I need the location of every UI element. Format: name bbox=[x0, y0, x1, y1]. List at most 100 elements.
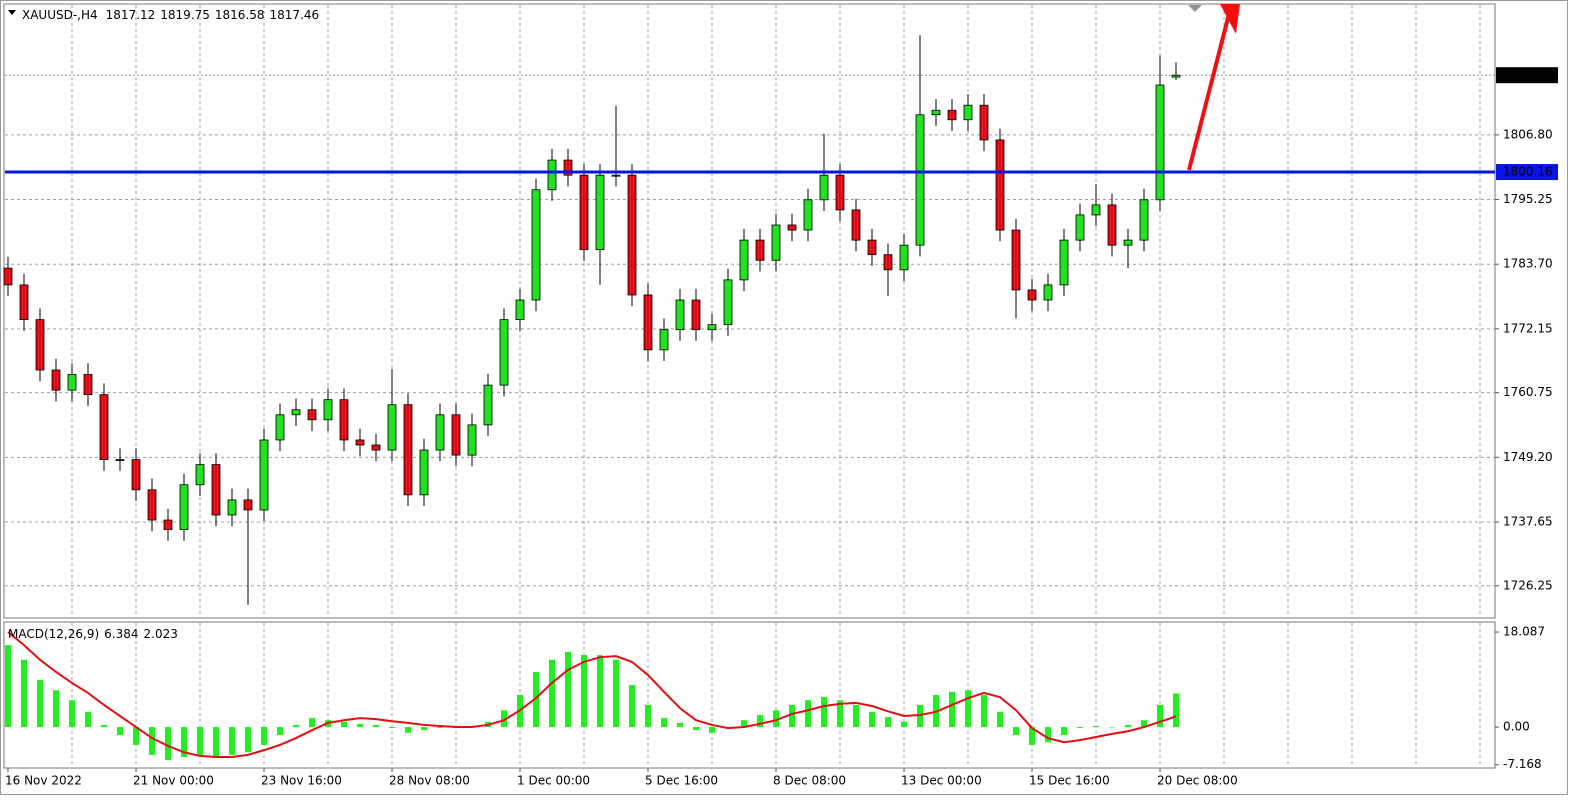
candle-body bbox=[915, 114, 925, 246]
candle-body bbox=[995, 139, 1005, 231]
y-tick-label: 1795.25 bbox=[1503, 192, 1553, 206]
macd-bar bbox=[1077, 727, 1083, 729]
candle-body bbox=[115, 459, 125, 461]
macd-bar bbox=[85, 711, 91, 728]
candle-body bbox=[211, 464, 221, 516]
macd-bar bbox=[677, 722, 683, 728]
candle-body bbox=[835, 174, 845, 211]
macd-bar bbox=[421, 727, 427, 731]
signal-value: 2.023 bbox=[144, 627, 178, 641]
shift-marker bbox=[1188, 5, 1202, 12]
y-tick-label: 1737.65 bbox=[1503, 514, 1553, 528]
candle-body bbox=[83, 374, 93, 396]
candle-body bbox=[643, 294, 653, 351]
x-tick-label: 1 Dec 00:00 bbox=[517, 774, 590, 788]
high: 1819.75 bbox=[160, 8, 210, 22]
candle-body bbox=[1139, 199, 1149, 241]
candle-body bbox=[787, 224, 797, 231]
candle-body bbox=[435, 414, 445, 451]
open: 1817.12 bbox=[106, 8, 156, 22]
macd-bar bbox=[357, 723, 363, 728]
close: 1817.46 bbox=[270, 8, 320, 22]
macd-bar bbox=[373, 724, 379, 728]
candle-body bbox=[611, 174, 621, 177]
candle-body bbox=[979, 104, 989, 141]
header: XAUUSD-,H4 1817.12 1819.75 1816.58 1817.46 bbox=[22, 8, 319, 22]
macd-bar bbox=[1157, 704, 1163, 728]
x-tick-label: 28 Nov 08:00 bbox=[389, 774, 470, 788]
macd-bar bbox=[1013, 727, 1019, 735]
y-tick-label: 1772.15 bbox=[1503, 321, 1553, 335]
level-label: 1800.16 bbox=[1503, 165, 1553, 179]
candle-body bbox=[483, 384, 493, 426]
macd-bar bbox=[277, 727, 283, 735]
x-tick-label: 23 Nov 16:00 bbox=[261, 774, 342, 788]
candle-body bbox=[3, 267, 13, 286]
macd-title: MACD(12,26,9) bbox=[8, 627, 99, 641]
macd-bar bbox=[645, 704, 651, 728]
macd-bar bbox=[437, 727, 443, 729]
x-tick-label: 15 Dec 16:00 bbox=[1029, 774, 1110, 788]
macd-bar bbox=[661, 718, 667, 728]
macd-bar bbox=[757, 714, 763, 728]
x-tick-label: 13 Dec 00:00 bbox=[901, 774, 982, 788]
macd-bar bbox=[1141, 720, 1147, 728]
y-tick-label: 1806.80 bbox=[1503, 127, 1553, 141]
macd-bar bbox=[773, 710, 779, 728]
macd-bar bbox=[869, 711, 875, 728]
candle-body bbox=[1107, 204, 1117, 246]
macd-bar bbox=[293, 724, 299, 728]
macd-bar bbox=[101, 724, 107, 728]
candle-body bbox=[1091, 204, 1101, 216]
price-panel bbox=[3, 3, 1496, 619]
candle-body bbox=[547, 159, 557, 191]
candle-body bbox=[675, 299, 685, 331]
y-tick-label: 1760.75 bbox=[1503, 385, 1553, 399]
candle-body bbox=[1123, 239, 1133, 246]
candle-body bbox=[67, 374, 77, 391]
macd-bar bbox=[309, 718, 315, 728]
macd-bar bbox=[549, 659, 555, 728]
y-tick-label: 1726.25 bbox=[1503, 578, 1553, 592]
candle-body bbox=[515, 299, 525, 321]
macd-bar bbox=[1029, 727, 1035, 745]
macd-bar bbox=[53, 690, 59, 728]
macd-bar bbox=[197, 727, 203, 755]
candle-body bbox=[1155, 84, 1165, 201]
candle-body bbox=[867, 239, 877, 256]
macd-bar bbox=[917, 704, 923, 728]
candle-body bbox=[419, 449, 429, 496]
macd-bar bbox=[997, 711, 1003, 728]
candle-body bbox=[531, 189, 541, 301]
low: 1816.58 bbox=[215, 8, 265, 22]
y-tick-label: 0.00 bbox=[1503, 720, 1530, 734]
macd-bar bbox=[1061, 727, 1067, 735]
candle-body bbox=[1043, 284, 1053, 301]
candle-body bbox=[563, 159, 573, 176]
candle-body bbox=[467, 424, 477, 456]
candle-body bbox=[1011, 229, 1021, 291]
macd-bar bbox=[1173, 693, 1179, 728]
macd-bar bbox=[117, 727, 123, 735]
candle-body bbox=[163, 519, 173, 530]
macd-bar bbox=[981, 695, 987, 728]
candle-body bbox=[931, 109, 941, 116]
macd-bar bbox=[581, 655, 587, 728]
x-tick-label: 16 Nov 2022 bbox=[5, 774, 82, 788]
candle-body bbox=[755, 239, 765, 261]
macd-bar bbox=[389, 727, 395, 729]
candle-body bbox=[771, 224, 781, 261]
candle-body bbox=[259, 439, 269, 511]
y-tick-label: 1749.20 bbox=[1503, 450, 1553, 464]
price-label: 1817.46 bbox=[1503, 68, 1553, 82]
macd-bar bbox=[1125, 724, 1131, 728]
candle-body bbox=[1171, 74, 1181, 78]
macd-bar bbox=[133, 727, 139, 745]
macd-bar bbox=[837, 700, 843, 728]
y-tick-label: 18.087 bbox=[1503, 625, 1545, 639]
y-tick-label: 1783.70 bbox=[1503, 257, 1553, 271]
macd-bar bbox=[629, 685, 635, 728]
macd-bar bbox=[341, 721, 347, 728]
candle-body bbox=[323, 399, 333, 421]
